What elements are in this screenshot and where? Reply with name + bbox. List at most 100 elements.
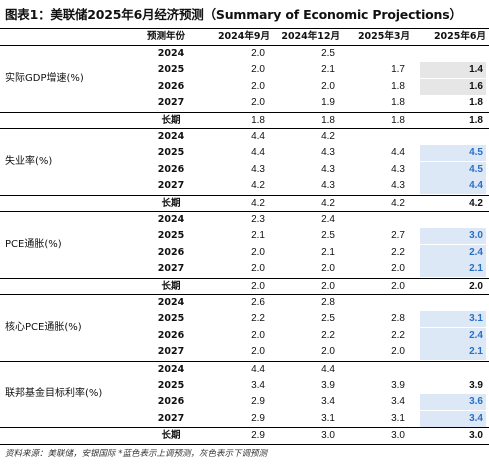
value-cell: 3.0 xyxy=(321,430,335,442)
value-cell: 2.7 xyxy=(391,230,405,242)
row-year: 2025 xyxy=(157,230,185,242)
header-cell: 预测年份 xyxy=(146,31,185,42)
value-cell: 3.1 xyxy=(420,311,486,328)
table-rule xyxy=(0,427,489,429)
table-title: 图表1：美联储2025年6月经济预测（Summary of Economic P… xyxy=(5,7,462,22)
value-cell: 2.6 xyxy=(251,297,265,308)
value-cell xyxy=(420,129,486,145)
value-cell: 2.9 xyxy=(251,412,265,424)
row-year: 长期 xyxy=(161,430,181,442)
row-year: 2024 xyxy=(157,214,185,225)
value-cell: 3.9 xyxy=(469,380,483,391)
value-cell: 2.8 xyxy=(321,297,335,308)
value-cell: 2.0 xyxy=(251,97,265,109)
section-label: 实际GDP增速(%) xyxy=(5,72,84,84)
section-label: 联邦基金目标利率(%) xyxy=(5,388,103,400)
value-cell: 2.4 xyxy=(321,214,335,225)
header-cell: 2025年6月 xyxy=(433,31,486,42)
value-cell: 4.3 xyxy=(391,180,405,192)
value-cell: 1.8 xyxy=(321,114,335,126)
value-cell: 4.2 xyxy=(391,197,405,209)
value-cell: 2.4 xyxy=(420,327,486,344)
row-year: 2026 xyxy=(157,163,185,175)
value-cell: 4.3 xyxy=(321,180,335,192)
table-rule xyxy=(0,360,489,362)
row-year: 长期 xyxy=(161,197,181,209)
row-year: 2024 xyxy=(157,48,185,59)
value-cell: 2.9 xyxy=(251,430,265,442)
value-cell: 1.8 xyxy=(469,114,483,126)
row-year: 2025 xyxy=(157,64,185,76)
value-cell: 4.5 xyxy=(420,145,486,162)
value-cell: 2.0 xyxy=(469,280,483,292)
value-cell: 4.3 xyxy=(321,163,335,175)
value-cell: 2.0 xyxy=(321,346,335,358)
value-cell xyxy=(345,212,405,228)
value-cell: 3.4 xyxy=(251,380,265,391)
source-footnote: 资料来源：美联储，安银国际 *蓝色表示上调预测，灰色表示下调预测 xyxy=(5,449,267,459)
value-cell xyxy=(420,362,486,378)
value-cell: 3.0 xyxy=(391,430,405,442)
value-cell: 1.9 xyxy=(321,97,335,109)
value-cell xyxy=(420,212,486,228)
value-cell: 4.2 xyxy=(251,197,265,209)
value-cell xyxy=(345,362,405,378)
value-cell: 2.0 xyxy=(251,48,265,59)
value-cell: 2.0 xyxy=(251,346,265,358)
value-cell: 2.0 xyxy=(321,263,335,275)
value-cell: 4.4 xyxy=(251,363,265,375)
value-cell: 4.5 xyxy=(420,161,486,178)
row-year: 2026 xyxy=(157,80,185,92)
row-year: 长期 xyxy=(161,114,181,126)
table-rule xyxy=(0,443,489,445)
value-cell xyxy=(345,46,405,62)
value-cell: 1.7 xyxy=(391,64,405,76)
value-cell: 4.3 xyxy=(391,163,405,175)
value-cell: 2.0 xyxy=(321,80,335,92)
value-cell: 2.1 xyxy=(420,344,486,361)
value-cell: 1.8 xyxy=(251,114,265,126)
table-rule xyxy=(0,194,489,196)
value-cell: 4.3 xyxy=(251,163,265,175)
value-cell: 4.4 xyxy=(321,363,335,375)
row-year: 2024 xyxy=(157,363,185,375)
value-cell: 3.1 xyxy=(321,412,335,424)
value-cell: 4.2 xyxy=(469,197,483,209)
value-cell: 4.3 xyxy=(321,147,335,159)
value-cell: 2.0 xyxy=(391,346,405,358)
value-cell: 2.0 xyxy=(391,263,405,275)
value-cell xyxy=(345,129,405,145)
header-cell: 2024年12月 xyxy=(281,31,340,42)
row-year: 长期 xyxy=(161,280,181,292)
row-year: 2025 xyxy=(157,313,185,325)
value-cell: 3.0 xyxy=(469,430,483,442)
value-cell: 3.4 xyxy=(391,396,405,408)
table-rule xyxy=(0,277,489,279)
value-cell: 1.8 xyxy=(391,114,405,126)
section-label: 失业率(%) xyxy=(5,155,53,167)
value-cell xyxy=(420,46,486,62)
table-rule xyxy=(0,28,489,29)
value-cell: 2.0 xyxy=(251,246,265,258)
value-cell: 4.2 xyxy=(321,197,335,209)
value-cell: 1.6 xyxy=(420,78,486,95)
row-year: 2026 xyxy=(157,396,185,408)
row-year: 2025 xyxy=(157,380,185,391)
row-year: 2025 xyxy=(157,147,185,159)
value-cell: 2.0 xyxy=(391,280,405,292)
value-cell: 2.1 xyxy=(420,261,486,278)
value-cell: 2.0 xyxy=(321,280,335,292)
value-cell: 2.3 xyxy=(251,214,265,225)
header-cell: 2024年9月 xyxy=(217,31,270,42)
value-cell: 2.1 xyxy=(321,64,335,76)
value-cell: 3.0 xyxy=(420,228,486,245)
value-cell: 4.4 xyxy=(391,147,405,159)
row-year: 2026 xyxy=(157,246,185,258)
value-cell: 2.0 xyxy=(251,64,265,76)
row-year: 2027 xyxy=(157,412,185,424)
value-cell: 2.9 xyxy=(251,396,265,408)
section-label: 核心PCE通胀(%) xyxy=(5,321,82,333)
value-cell: 3.9 xyxy=(321,380,335,391)
value-cell: 2.5 xyxy=(321,230,335,242)
value-cell: 2.5 xyxy=(321,48,335,59)
